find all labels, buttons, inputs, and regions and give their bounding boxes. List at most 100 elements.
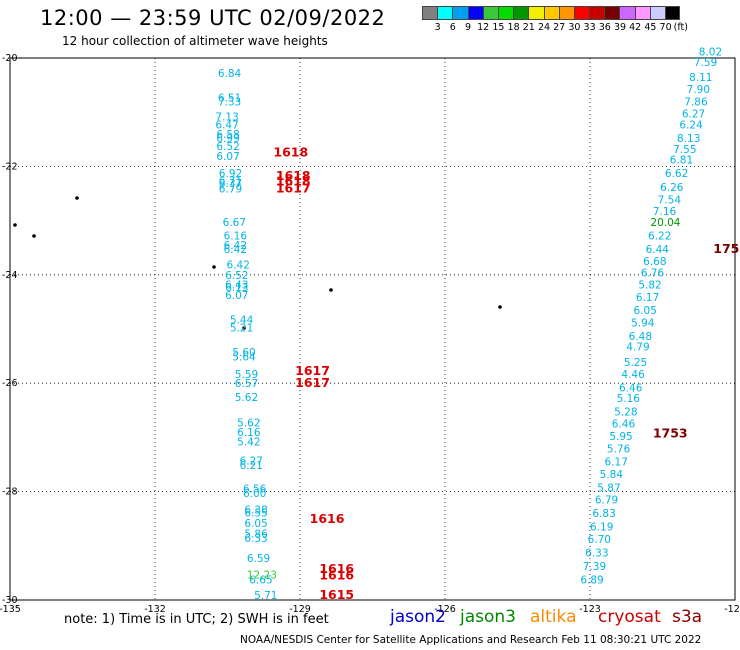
- swh-value-label: 5.16: [617, 393, 641, 405]
- legend-swatch: [422, 6, 438, 20]
- swh-value-label: 5.71: [254, 590, 277, 602]
- swh-value-label: 6.19: [590, 522, 613, 534]
- swh-value-label: 5.86: [244, 529, 268, 541]
- swh-value-label: 6.89: [580, 575, 603, 587]
- legend-swatch: [619, 6, 635, 20]
- plot-frame: [9, 57, 736, 601]
- legend-label: 18: [507, 22, 520, 33]
- swh-value-label: 7.13: [215, 111, 238, 123]
- color-legend: 3 6 9 12 15 18 21 24 27 30 33 36 39 42 45 70 (ft): [422, 6, 688, 34]
- swh-value-label: 6.84: [218, 68, 242, 80]
- swh-value-label: 6.37: [219, 178, 242, 190]
- swh-value-label: 6.70: [588, 534, 611, 546]
- swh-value-label: 6.68: [643, 256, 666, 268]
- swh-value-label: 7.86: [684, 97, 708, 109]
- legend-swatch: [573, 6, 590, 20]
- legend-label: 24: [537, 22, 551, 33]
- lat-tick-label: -22: [2, 161, 18, 172]
- footnote: note: 1) Time is in UTC; 2) SWH is in fe…: [64, 612, 329, 627]
- swh-value-label: 5.94: [631, 317, 655, 329]
- island-mark: [32, 234, 36, 238]
- s3a-pass-label: 1753: [653, 425, 688, 440]
- swh-value-label: 6.62: [665, 168, 688, 180]
- cryosat-pass-label: 1618: [276, 173, 311, 188]
- legend-swatch: [528, 6, 544, 20]
- swh-value-label: 8.13: [677, 133, 700, 145]
- lat-tick-label: -30: [2, 595, 18, 606]
- swh-value-label: 6.51: [218, 92, 241, 104]
- legend-swatch: [482, 6, 498, 20]
- swh-value-label: 5.62: [235, 392, 258, 404]
- cryosat-pass-label: 1617: [295, 375, 330, 390]
- legend-label: 33: [583, 22, 596, 33]
- legend-swatch: [437, 6, 453, 20]
- swh-value-label: 7.16: [653, 206, 677, 218]
- swh-value-label: 5.44: [230, 315, 254, 327]
- cryosat-pass-label: 1616: [319, 561, 354, 576]
- page-subtitle: 12 hour collection of altimeter wave hei…: [62, 34, 328, 48]
- cryosat-pass-label: 1618: [273, 145, 308, 160]
- legend-swatch: [604, 6, 620, 20]
- swh-value-label: 6.00: [243, 488, 266, 500]
- swh-value-label: 6.44: [646, 244, 670, 256]
- legend-label: 30: [568, 22, 581, 33]
- swh-value-label: 6.07: [225, 290, 248, 302]
- swh-value-label: 6.17: [636, 292, 659, 304]
- swh-value-label: 6.43: [225, 279, 248, 291]
- lat-tick-label: -28: [2, 487, 18, 498]
- swh-value-label: 6.05: [244, 518, 267, 530]
- swh-value-label: 6.33: [244, 533, 267, 545]
- swh-value-label: 6.57: [235, 378, 258, 390]
- legend-labels: 3 6 9 12 15 18 21 24 27 30 33 36 39 42 45 70 (ft): [422, 20, 688, 34]
- legend-swatch: [452, 6, 468, 20]
- swh-value-label: 6.27: [240, 456, 263, 468]
- swh-value-label: 8.11: [689, 72, 712, 84]
- swh-value-label: 6.38: [244, 504, 267, 516]
- island-mark: [498, 305, 502, 309]
- cryosat-pass-label: 1616: [319, 567, 354, 582]
- swh-value-label: 6.52: [216, 141, 239, 153]
- swh-value-label: 12.23: [247, 569, 277, 581]
- legend-label: 21: [522, 22, 535, 33]
- swh-value-label: 6.42: [224, 240, 247, 252]
- cryosat-pass-label: 1616: [310, 511, 345, 526]
- swh-value-label: 5.95: [609, 431, 632, 443]
- swh-value-label: 6.46: [612, 419, 636, 431]
- legend-swatch: [589, 6, 605, 20]
- legend-label: 42: [629, 22, 642, 33]
- swh-value-label: 6.79: [219, 183, 242, 195]
- swh-value-label: 6.65: [249, 575, 272, 587]
- swh-value-label: 6.05: [634, 305, 657, 317]
- lon-tick-label: -120: [724, 604, 740, 615]
- legend-label: 39: [613, 22, 627, 33]
- swh-value-label: 6.76: [641, 267, 665, 279]
- swh-value-label: 6.58: [216, 129, 239, 141]
- swh-value-label: 5.25: [624, 357, 647, 369]
- legend-label: 45: [644, 22, 657, 33]
- swh-value-label: 6.42: [224, 244, 247, 256]
- swh-value-label: 6.46: [619, 382, 643, 394]
- swh-value-label: 6.33: [585, 548, 608, 560]
- swh-value-label: 5.28: [614, 407, 637, 419]
- swh-value-label: 6.42: [227, 259, 250, 271]
- legend-swatch: [513, 6, 529, 20]
- swh-value-label: 5.87: [597, 483, 620, 495]
- legend-label: 27: [553, 22, 566, 33]
- lon-tick-label: -135: [0, 604, 21, 615]
- swh-value-label: 5.64: [232, 351, 256, 363]
- swh-value-label: 6.22: [648, 231, 671, 243]
- legend-swatch: [649, 6, 665, 20]
- legend-swatches: [422, 6, 681, 20]
- s3a-pass-label: 1752: [713, 241, 740, 256]
- legend-swatch: [665, 6, 681, 20]
- satellite-cryosat: cryosat: [598, 607, 661, 627]
- legend-label: 9: [464, 22, 472, 33]
- island-mark: [212, 265, 216, 269]
- swh-value-label: 6.27: [682, 109, 705, 121]
- swh-value-label: 6.81: [670, 155, 693, 167]
- swh-value-label: 6.79: [595, 495, 618, 507]
- swh-value-label: 6.55: [244, 508, 267, 520]
- swh-value-label: 6.71: [219, 175, 242, 187]
